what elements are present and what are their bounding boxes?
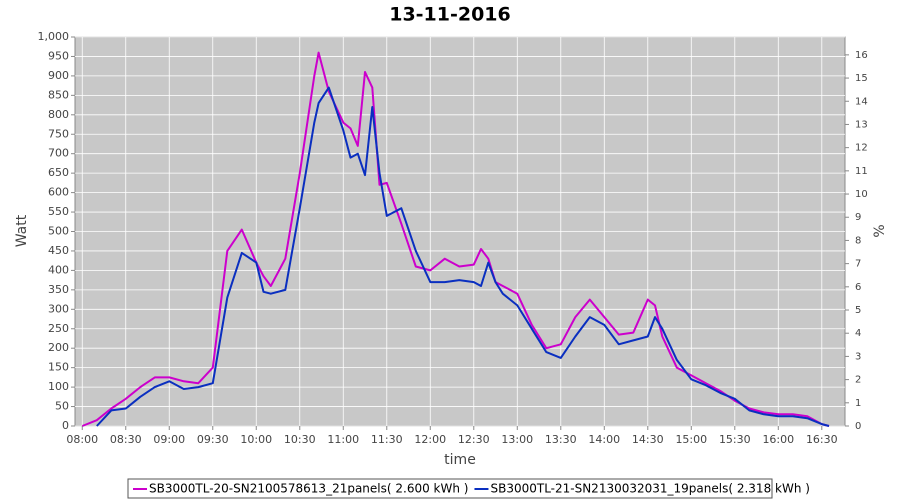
legend-label: SB3000TL-21-SN2130032031_19panels( 2.318… (490, 482, 809, 496)
legend (127, 478, 773, 499)
y-tick-label: 150 (48, 361, 69, 374)
x-tick-label: 11:00 (327, 433, 359, 446)
y-tick-label: 1,000 (38, 30, 70, 43)
x-axis-label: time (444, 452, 476, 468)
y-tick-label: 700 (48, 147, 69, 160)
y2-tick-label: 2 (855, 375, 861, 386)
y-tick-label: 0 (62, 419, 69, 432)
y-tick-label: 750 (48, 127, 69, 140)
y-tick-label: 800 (48, 108, 69, 121)
y-axis-label: Watt (14, 214, 30, 247)
y2-tick-label: 5 (855, 305, 861, 316)
y-tick-label: 250 (48, 322, 69, 335)
y2-tick-label: 15 (855, 73, 868, 84)
chart-title: 13-11-2016 (389, 4, 511, 26)
y-tick-label: 650 (48, 166, 69, 179)
y2-tick-label: 6 (855, 282, 861, 293)
x-tick-label: 10:30 (284, 433, 316, 446)
y-tick-label: 100 (48, 380, 69, 393)
x-tick-label: 15:30 (719, 433, 751, 446)
y2-tick-label: 12 (855, 143, 868, 154)
y2-tick-label: 7 (855, 259, 861, 270)
x-tick-label: 16:00 (762, 433, 794, 446)
y2-tick-label: 8 (855, 235, 861, 246)
x-tick-label: 16:30 (806, 433, 838, 446)
x-tick-label: 14:30 (632, 433, 664, 446)
y-tick-label: 450 (48, 244, 69, 257)
y-tick-label: 400 (48, 263, 69, 276)
y-tick-label: 850 (48, 88, 69, 101)
x-tick-label: 11:30 (371, 433, 403, 446)
x-tick-label: 09:00 (153, 433, 185, 446)
x-tick-label: 12:30 (458, 433, 490, 446)
y-tick-label: 500 (48, 225, 69, 238)
series-line (96, 86, 830, 427)
x-tick-label: 08:00 (66, 433, 98, 446)
y2-tick-label: 16 (855, 50, 868, 61)
y2-tick-label: 3 (855, 351, 861, 362)
x-tick-label: 08:30 (110, 433, 142, 446)
legend-label: SB3000TL-20-SN2100578613_21panels( 2.600… (149, 482, 468, 496)
x-tick-label: 13:30 (545, 433, 577, 446)
x-tick-label: 09:30 (197, 433, 229, 446)
x-tick-label: 12:00 (414, 433, 446, 446)
y-tick-label: 200 (48, 341, 69, 354)
y2-axis-label: % (872, 224, 888, 237)
y-tick-label: 600 (48, 186, 69, 199)
y-tick-label: 550 (48, 205, 69, 218)
y2-tick-label: 1 (855, 398, 861, 409)
y-tick-label: 950 (48, 49, 69, 62)
y2-tick-label: 9 (855, 212, 861, 223)
y2-tick-label: 14 (855, 96, 868, 107)
x-tick-label: 10:00 (240, 433, 272, 446)
x-tick-label: 14:00 (588, 433, 620, 446)
y-tick-label: 900 (48, 69, 69, 82)
y2-tick-label: 4 (855, 328, 861, 339)
x-tick-label: 13:00 (501, 433, 533, 446)
series-line (81, 51, 830, 427)
y2-tick-label: 0 (855, 421, 861, 432)
y2-tick-label: 10 (855, 189, 868, 200)
y2-tick-label: 13 (855, 119, 868, 130)
x-tick-label: 15:00 (675, 433, 707, 446)
y-tick-label: 300 (48, 302, 69, 315)
y2-tick-label: 11 (855, 166, 868, 177)
y-tick-label: 50 (55, 400, 69, 413)
y-tick-label: 350 (48, 283, 69, 296)
